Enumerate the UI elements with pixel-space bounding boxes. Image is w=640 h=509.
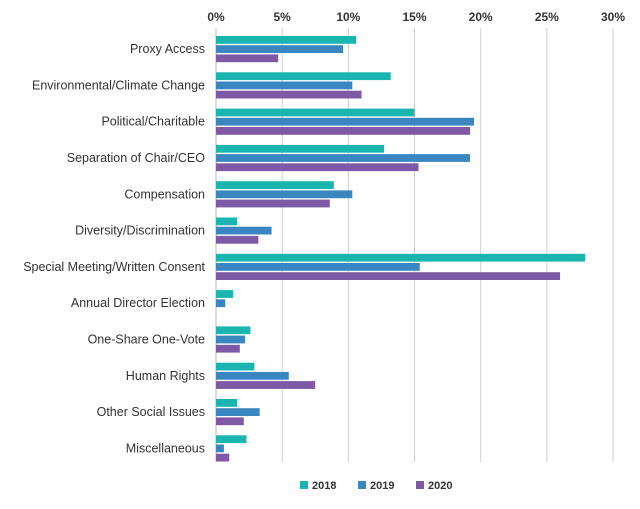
gridlines — [215, 28, 614, 462]
bar-2019-special-meeting-written-consent — [216, 263, 420, 271]
bar-2019-political-charitable — [216, 117, 475, 126]
x-tick-label: 5% — [273, 10, 291, 24]
bar-2019-separation-of-chair-ceo — [216, 154, 471, 162]
category-label-diversity-discrimination: Diversity/Discrimination — [75, 224, 205, 238]
bar-2019-annual-director-election — [216, 299, 226, 308]
bar-2018-compensation — [216, 181, 334, 189]
bar-2018-one-share-one-vote — [216, 326, 251, 335]
bar-2019-diversity-discrimination — [216, 226, 272, 235]
legend-label-2018: 2018 — [312, 480, 336, 492]
x-axis: 0% 5% 10% 15% 20% 25% 30% — [207, 10, 625, 24]
category-label-political-charitable: Political/Charitable — [101, 115, 205, 129]
bars — [216, 36, 586, 462]
category-label-one-share-one-vote: One-Share One-Vote — [88, 333, 205, 347]
bar-2020-separation-of-chair-ceo — [216, 163, 419, 172]
legend-label-2019: 2019 — [370, 480, 394, 492]
bar-2018-other-social-issues — [216, 399, 238, 407]
category-label-annual-director-election: Annual Director Election — [71, 296, 205, 310]
x-tick-label: 10% — [336, 10, 360, 24]
bar-2018-special-meeting-written-consent — [216, 253, 586, 262]
legend-swatch-2020 — [416, 481, 424, 489]
bar-2020-compensation — [216, 199, 330, 208]
bar-2020-one-share-one-vote — [216, 344, 240, 353]
legend-swatch-2019 — [358, 481, 366, 489]
bar-2019-environmental-climate-change — [216, 81, 353, 90]
bar-2019-compensation — [216, 190, 353, 199]
legend-label-2020: 2020 — [428, 480, 452, 492]
x-tick-label: 25% — [535, 10, 559, 24]
bar-2019-other-social-issues — [216, 408, 260, 416]
bar-2020-environmental-climate-change — [216, 90, 362, 99]
bar-2018-diversity-discrimination — [216, 217, 238, 226]
bar-2019-miscellaneous — [216, 444, 224, 453]
bar-2020-human-rights — [216, 381, 316, 389]
legend: 2018 2019 2020 — [300, 480, 452, 492]
category-label-other-social-issues: Other Social Issues — [97, 405, 205, 419]
bar-2019-one-share-one-vote — [216, 335, 246, 344]
bar-2019-proxy-access — [216, 45, 344, 53]
category-label-miscellaneous: Miscellaneous — [126, 441, 205, 455]
category-label-separation-of-chair-ceo: Separation of Chair/CEO — [67, 151, 206, 165]
x-tick-label: 0% — [207, 10, 225, 24]
bar-2018-human-rights — [216, 362, 255, 371]
category-labels: Proxy Access Environmental/Climate Change… — [23, 42, 205, 455]
x-tick-label: 20% — [469, 10, 493, 24]
category-label-compensation: Compensation — [124, 187, 205, 201]
category-label-human-rights: Human Rights — [126, 369, 205, 383]
x-tick-label: 15% — [402, 10, 426, 24]
bar-2020-diversity-discrimination — [216, 235, 259, 244]
bar-2020-proxy-access — [216, 54, 279, 63]
bar-2020-miscellaneous — [216, 453, 230, 462]
bar-2020-other-social-issues — [216, 417, 244, 426]
x-tick-label: 30% — [601, 10, 625, 24]
bar-2020-political-charitable — [216, 127, 471, 135]
bar-2018-proxy-access — [216, 36, 357, 44]
bar-2018-political-charitable — [216, 108, 415, 117]
bar-2018-annual-director-election — [216, 290, 234, 298]
bar-2018-miscellaneous — [216, 435, 247, 444]
bar-2018-environmental-climate-change — [216, 72, 391, 81]
category-label-environmental-climate-change: Environmental/Climate Change — [32, 78, 205, 92]
category-label-proxy-access: Proxy Access — [130, 42, 205, 56]
bar-2020-special-meeting-written-consent — [216, 272, 561, 280]
bar-2018-separation-of-chair-ceo — [216, 144, 385, 153]
legend-swatch-2018 — [300, 481, 308, 489]
category-label-special-meeting-written-consent: Special Meeting/Written Consent — [23, 260, 205, 274]
bar-2019-human-rights — [216, 371, 289, 380]
